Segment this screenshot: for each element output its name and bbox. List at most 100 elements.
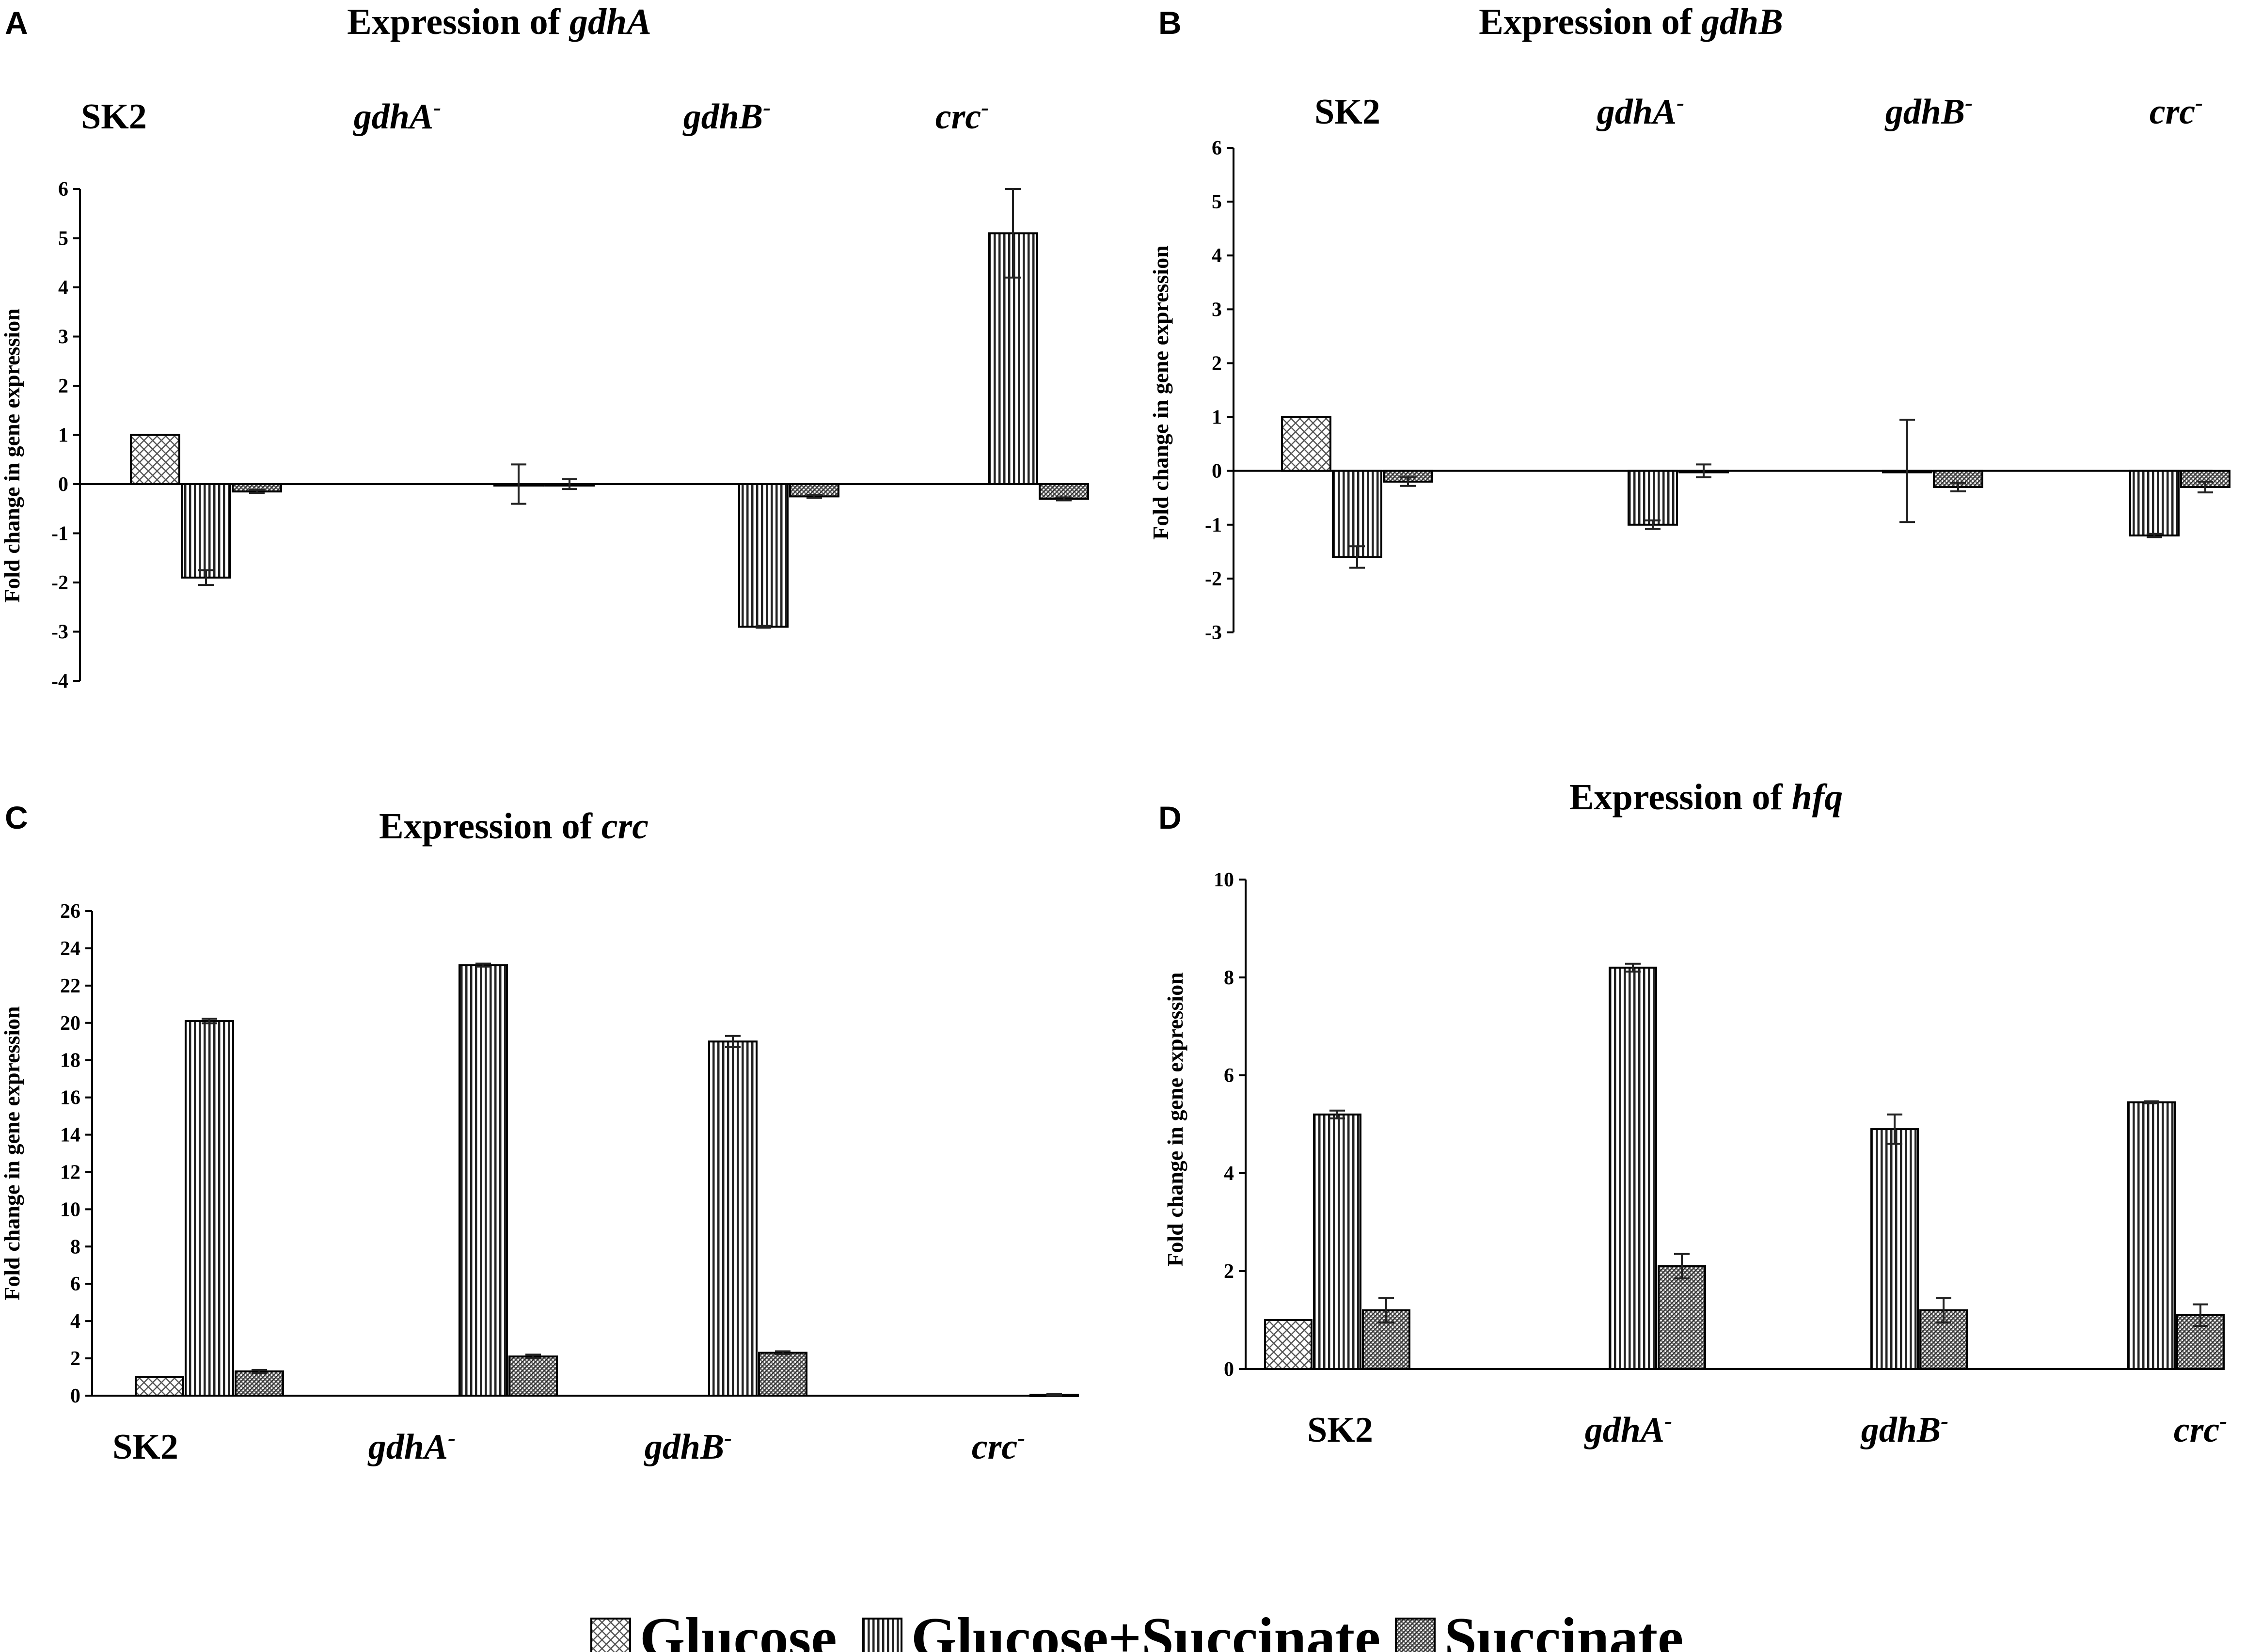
y-tick-label: 2 [1224, 1260, 1234, 1283]
legend-label-glucose-succinate: Glucose+Succinate [911, 1605, 1380, 1652]
category-label: gdhA- [1584, 1408, 1673, 1450]
bar-glucose [1281, 416, 1331, 472]
bar-succinate [508, 1355, 558, 1397]
y-tick-label: -2 [1205, 568, 1222, 590]
y-tick-label: 2 [58, 375, 68, 397]
category-label: gdhA- [353, 94, 442, 137]
category-label: SK2 [1314, 92, 1380, 132]
chart-title: Expression of crc [379, 806, 649, 847]
bar-glucose [130, 434, 180, 485]
y-tick-label: 2 [1212, 352, 1222, 375]
y-tick-label: -1 [51, 523, 68, 545]
bar-glucose-succinate [1870, 1128, 1919, 1370]
category-label: crc- [2150, 90, 2203, 132]
panel-letter-c: C [5, 800, 28, 835]
panel-c: C Expression of crc SK2 gdhA-gdhB-crc- 0 2… [0, 800, 1079, 1467]
legend: Glucose Glucose+Succinate Succinate [590, 1605, 1683, 1652]
bar-glucose-succinate [185, 1020, 234, 1397]
bar-glucose-succinate [2127, 1101, 2176, 1370]
y-tick-label: 4 [1224, 1163, 1234, 1185]
category-label: crc- [972, 1425, 1025, 1467]
bar-glucose-succinate [1609, 966, 1657, 1370]
category-label: gdhB- [682, 94, 771, 137]
category-label: SK2 [1307, 1410, 1373, 1450]
bar-succinate [758, 1352, 807, 1397]
y-tick-label: 6 [1224, 1065, 1234, 1087]
y-tick-label: 1 [1212, 407, 1222, 429]
panel-letter-d: D [1158, 800, 1182, 835]
panel-a: A Expression of gdhA SK2 gdhA-gdhB-crc- -… [0, 1, 1089, 692]
bars [130, 188, 1089, 629]
y-tick-label: 0 [1224, 1358, 1234, 1381]
category-label: SK2 [112, 1427, 178, 1467]
category-label: SK2 [81, 97, 147, 137]
bar-glucose-succinate [1628, 470, 1678, 526]
legend-swatch-glucose-succinate [862, 1618, 902, 1652]
bar-glucose [1264, 1319, 1313, 1370]
panel-letter-b: B [1158, 5, 1182, 41]
category-labels: SK2 gdhA-gdhB-crc- [112, 1425, 1025, 1467]
bar-glucose-succinate [738, 483, 789, 628]
y-tick-label: 10 [1214, 869, 1234, 891]
y-tick-label: 5 [58, 228, 68, 250]
bar-glucose-succinate [181, 483, 231, 579]
chart-title: Expression of gdhA [347, 1, 651, 42]
bar-glucose-succinate [708, 1040, 758, 1397]
bar-succinate [235, 1370, 284, 1397]
y-tick-label: 14 [60, 1124, 80, 1147]
category-labels: SK2 gdhA-gdhB-crc- [1314, 90, 2203, 132]
y-tick-label: 0 [1212, 460, 1222, 483]
category-label: gdhB- [1884, 90, 1973, 132]
category-label: gdhB- [644, 1425, 732, 1467]
y-tick-label: 4 [1212, 245, 1222, 267]
bars [135, 962, 1079, 1398]
panel-d: D Expression of hfq SK2 gdhA-gdhB-crc- 0 2… [1158, 777, 2227, 1450]
y-axis-label: Fold change in gene expression [1148, 245, 1173, 539]
y-tick-label: 0 [58, 473, 68, 496]
category-labels: SK2 gdhA-gdhB-crc- [81, 94, 989, 137]
bars [1264, 962, 2225, 1370]
category-label: crc- [2174, 1408, 2227, 1450]
y-axis: 0 2 4 6 8 10 [1214, 869, 2215, 1381]
y-tick-label: 26 [60, 900, 80, 923]
y-tick-label: -3 [51, 621, 68, 644]
y-tick-label: 4 [58, 277, 68, 299]
category-label: gdhA- [1596, 90, 1685, 132]
bar-glucose [135, 1376, 184, 1397]
y-axis-label: Fold change in gene expression [0, 1006, 24, 1300]
category-label: gdhB- [1860, 1408, 1949, 1450]
y-tick-label: -4 [51, 670, 68, 692]
y-tick-label: 18 [60, 1050, 80, 1072]
y-tick-label: 0 [70, 1385, 80, 1407]
legend-swatch-succinate [1395, 1618, 1436, 1652]
y-tick-label: -2 [51, 572, 68, 594]
category-labels: SK2 gdhA-gdhB-crc- [1307, 1408, 2227, 1450]
category-label: gdhA- [367, 1425, 456, 1467]
y-tick-label: 2 [70, 1348, 80, 1370]
bar-glucose-succinate [2129, 470, 2180, 537]
y-tick-label: 22 [60, 975, 80, 997]
bar-glucose-succinate [1332, 470, 1382, 558]
y-tick-label: 4 [70, 1310, 80, 1333]
y-tick-label: 12 [60, 1161, 80, 1183]
y-tick-label: 24 [60, 938, 80, 960]
y-axis-label: Fold change in gene expression [0, 308, 24, 602]
legend-swatch-glucose [590, 1618, 631, 1652]
legend-label-succinate: Succinate [1444, 1605, 1683, 1652]
y-tick-label: 8 [1224, 967, 1234, 989]
chart-title: Expression of hfq [1569, 777, 1843, 818]
y-tick-label: 6 [70, 1273, 80, 1295]
y-tick-label: 3 [1212, 299, 1222, 321]
y-tick-label: -3 [1205, 622, 1222, 644]
y-axis-label: Fold change in gene expression [1163, 972, 1187, 1266]
y-tick-label: 5 [1212, 191, 1222, 213]
bar-succinate [1658, 1265, 1706, 1370]
y-tick-label: 8 [70, 1236, 80, 1258]
bar-succinate [1039, 483, 1089, 500]
y-tick-label: 6 [58, 178, 68, 201]
bar-glucose-succinate [1313, 1113, 1361, 1370]
panel-letter-a: A [5, 5, 28, 41]
chart-title: Expression of gdhB [1479, 1, 1783, 42]
category-label: crc- [935, 94, 989, 137]
